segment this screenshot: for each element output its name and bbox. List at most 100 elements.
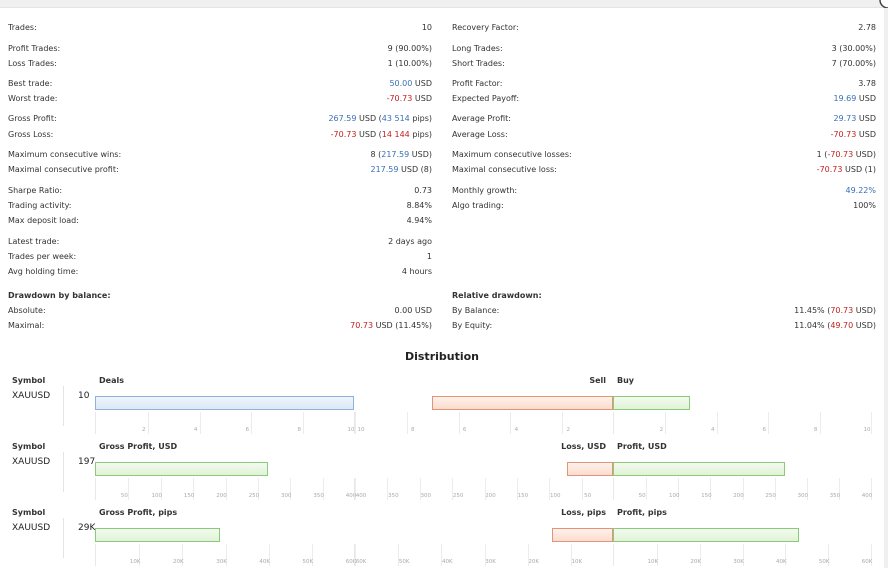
buy-axis: 10K 20K 30K 40K 50K 60K xyxy=(613,544,873,566)
value-part: 100% xyxy=(853,201,876,210)
stat-value: -70.73 USD (14 144 pips) xyxy=(331,129,432,141)
red-value-part: 70.73 xyxy=(350,321,374,330)
stat-value: 1 (10.00%) xyxy=(388,58,432,70)
stat-row: Avg holding time: 4 hours xyxy=(8,266,432,278)
buy-tick-label: 60K xyxy=(861,559,873,565)
stat-value: 100% xyxy=(853,200,876,212)
symbol-count: 10 xyxy=(78,391,90,401)
stat-row: Maximal consecutive loss: -70.73 USD (1) xyxy=(452,164,876,176)
left-axis: 50 100 150 200 250 300 350 400 xyxy=(95,478,356,500)
stat-row: Monthly growth: 49.22% xyxy=(452,185,876,197)
sell-tick-label: 350 xyxy=(388,493,399,499)
symbol-name: XAUUSD xyxy=(12,391,51,401)
left-tick-label: 300 xyxy=(281,493,292,499)
value-part: 2 days ago xyxy=(388,237,432,246)
buy-tick xyxy=(871,478,872,500)
right-bar-label-left: Sell xyxy=(589,376,606,385)
left-tick-label: 50 xyxy=(120,493,128,499)
sell-tick-label: 8 xyxy=(411,427,415,433)
stat-label: Maximum consecutive losses: xyxy=(452,150,572,159)
sell-tick-label: 30K xyxy=(485,559,496,565)
buy-tick xyxy=(806,478,808,500)
sell-tick-label: 200 xyxy=(485,493,496,499)
buy-tick-label: 100 xyxy=(669,493,680,499)
stat-row: Trading activity: 8.84% xyxy=(8,200,432,212)
stat-label: Maximal consecutive loss: xyxy=(452,165,557,174)
blue-value-part: 217.59 xyxy=(381,150,410,159)
value-part: USD) xyxy=(853,150,876,159)
stat-row: Average Loss: -70.73 USD xyxy=(452,129,876,141)
sell-tick-label: 4 xyxy=(514,427,519,433)
stat-label: Loss Trades: xyxy=(8,59,57,68)
value-part: 0.73 xyxy=(414,186,432,195)
sell-tick xyxy=(516,478,518,500)
sell-tick xyxy=(398,544,400,566)
stat-label: Gross Profit: xyxy=(8,114,57,123)
stat-label: Recovery Factor: xyxy=(452,23,519,32)
stat-label: Latest trade: xyxy=(8,237,60,246)
value-part: USD) xyxy=(853,321,876,330)
sell-tick-label: 300 xyxy=(420,493,432,499)
symbol-header: Symbol xyxy=(12,442,46,451)
stat-label: Best trade: xyxy=(8,79,53,88)
close-icon[interactable] xyxy=(876,0,888,8)
left-tick-label: 250 xyxy=(248,493,260,499)
buy-tick xyxy=(699,544,701,566)
stat-value: 0.73 xyxy=(414,185,432,197)
value-part: USD xyxy=(412,94,432,103)
buy-tick-label: 6 xyxy=(762,427,766,433)
stat-value: 4.94% xyxy=(407,215,432,227)
left-axis: 2 4 6 8 10 xyxy=(95,412,356,434)
stat-value: 19.69 USD xyxy=(833,93,876,105)
drawdown-balance-heading: Drawdown by balance: xyxy=(8,291,111,300)
blue-value-part: 49.22% xyxy=(845,186,876,195)
buy-tick xyxy=(774,478,776,500)
right-bar-label-right: Buy xyxy=(617,376,635,385)
sell-tick-label: 60K xyxy=(355,559,367,565)
value-part: USD ( xyxy=(356,130,382,139)
stat-label: Profit Factor: xyxy=(452,79,503,88)
sell-tick xyxy=(452,478,454,500)
left-tick xyxy=(268,544,270,566)
stat-label: Long Trades: xyxy=(452,44,503,53)
sell-axis: 400 350 300 250 200 150 100 50 xyxy=(354,478,614,500)
stat-value: 70.73 USD (11.45%) xyxy=(350,320,432,332)
value-part: 8 ( xyxy=(370,150,382,159)
left-tick xyxy=(355,412,356,434)
stat-label: Short Trades: xyxy=(452,59,505,68)
buy-tick xyxy=(665,412,667,434)
left-tick xyxy=(257,478,259,500)
value-part: USD xyxy=(856,130,876,139)
distribution-title: Distribution xyxy=(404,350,480,363)
left-tick-label: 150 xyxy=(183,493,195,499)
sell-tick xyxy=(419,478,421,500)
buy-profit-bar xyxy=(613,396,691,410)
stat-row: Maximal consecutive profit: 217.59 USD (8… xyxy=(8,164,432,176)
drawdown-row: Maximal: 70.73 USD (11.45%) xyxy=(8,320,432,332)
stat-label: Maximum consecutive wins: xyxy=(8,150,122,159)
blue-value-part: 19.69 xyxy=(833,94,857,103)
buy-tick-label: 10K xyxy=(647,559,659,565)
blue-value-part: 29.73 xyxy=(833,114,857,123)
stat-label: Profit Trades: xyxy=(8,44,61,53)
left-tick-label: 100 xyxy=(151,493,163,499)
symbol-count: 197 xyxy=(78,457,96,467)
left-tick xyxy=(311,544,313,566)
buy-tick xyxy=(710,478,712,500)
value-part: 0.00 USD xyxy=(394,306,432,315)
stat-label: Trading activity: xyxy=(8,201,72,210)
buy-tick xyxy=(871,412,872,434)
stat-value: 11.04% (49.70 USD) xyxy=(794,320,876,332)
stat-row: Algo trading: 100% xyxy=(452,200,876,212)
value-part: USD) xyxy=(409,150,432,159)
left-tick-label: 20K xyxy=(173,559,184,565)
left-tick-label: 6 xyxy=(245,427,250,433)
buy-tick xyxy=(785,544,787,566)
buy-tick xyxy=(646,478,648,500)
relative-drawdown-heading: Relative drawdown: xyxy=(452,291,542,300)
stat-value: 29.73 USD xyxy=(833,113,876,125)
sell-tick xyxy=(441,544,443,566)
buy-tick-label: 350 xyxy=(829,493,841,499)
stat-value: 11.45% (70.73 USD) xyxy=(794,305,876,317)
buy-profit-bar xyxy=(613,528,800,542)
